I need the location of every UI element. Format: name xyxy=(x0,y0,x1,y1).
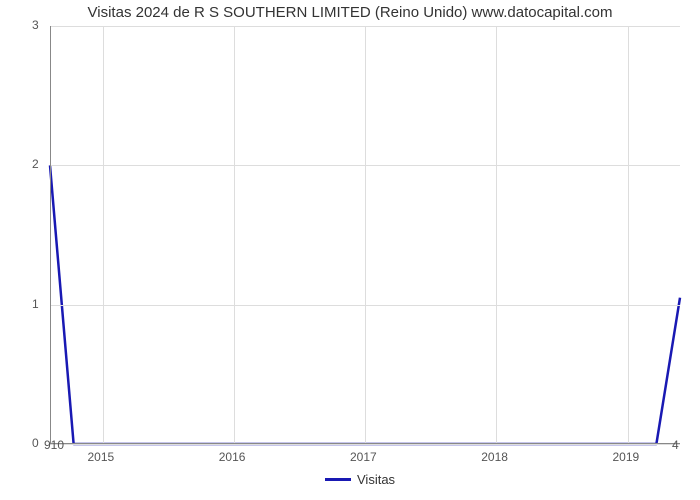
series-end-label-right: 4 xyxy=(672,438,679,452)
y-tick-label: 2 xyxy=(32,157,39,171)
gridline-h xyxy=(50,26,680,27)
x-tick-label: 2018 xyxy=(481,450,508,464)
gridline-v xyxy=(234,26,235,444)
x-tick-label: 2017 xyxy=(350,450,377,464)
y-axis-line xyxy=(50,26,51,444)
legend-swatch xyxy=(325,478,351,481)
chart-title: Visitas 2024 de R S SOUTHERN LIMITED (Re… xyxy=(0,4,700,21)
x-tick-label: 2019 xyxy=(613,450,640,464)
gridline-v xyxy=(496,26,497,444)
plot-area xyxy=(50,26,680,444)
gridline-h xyxy=(50,165,680,166)
y-tick-label: 0 xyxy=(32,436,39,450)
chart-container: Visitas 2024 de R S SOUTHERN LIMITED (Re… xyxy=(0,0,700,500)
gridline-v xyxy=(365,26,366,444)
gridline-v xyxy=(103,26,104,444)
gridline-v xyxy=(628,26,629,444)
series-end-label-left: 910 xyxy=(44,438,64,452)
y-tick-label: 3 xyxy=(32,18,39,32)
gridline-h xyxy=(50,444,680,445)
x-axis-line xyxy=(50,443,680,444)
legend-label: Visitas xyxy=(357,472,395,487)
gridline-h xyxy=(50,305,680,306)
x-tick-label: 2015 xyxy=(88,450,115,464)
y-tick-label: 1 xyxy=(32,297,39,311)
x-tick-label: 2016 xyxy=(219,450,246,464)
legend: Visitas xyxy=(325,472,395,487)
